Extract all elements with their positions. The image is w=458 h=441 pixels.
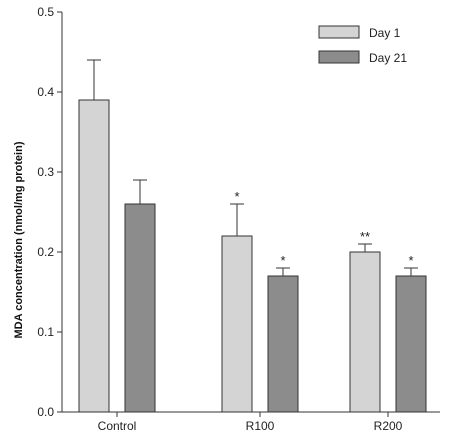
y-tick-label: 0.4 [37,85,54,99]
y-tick-label: 0.5 [37,5,54,19]
x-tick-label: Control [98,419,137,433]
legend-swatch [318,50,360,64]
y-tick-label: 0.1 [37,325,54,339]
y-tick-label: 0.3 [37,165,54,179]
legend: Day 1 Day 21 [318,25,407,65]
significance-marker: * [408,253,413,268]
bar [221,235,253,413]
y-axis-label: MDA concentration (nmol/mg protein) [13,141,25,338]
y-tick-label: 0.2 [37,245,54,259]
significance-marker: * [234,189,239,204]
y-tick-label: 0.0 [37,405,54,419]
legend-swatch [318,25,360,39]
x-tick-label: R200 [374,419,403,433]
significance-marker: * [280,253,285,268]
significance-marker: ** [360,229,370,244]
bars: ***** [78,59,427,413]
x-tick-label: R100 [246,419,275,433]
axes: 0.0 0.1 0.2 0.3 0.4 0.5 Control R100 R200 [37,5,440,433]
bar [124,203,156,413]
legend-label: Day 21 [369,51,407,65]
bar [395,275,427,413]
bar [78,99,110,413]
legend-label: Day 1 [369,26,401,40]
bar [349,251,381,413]
bar [267,275,299,413]
